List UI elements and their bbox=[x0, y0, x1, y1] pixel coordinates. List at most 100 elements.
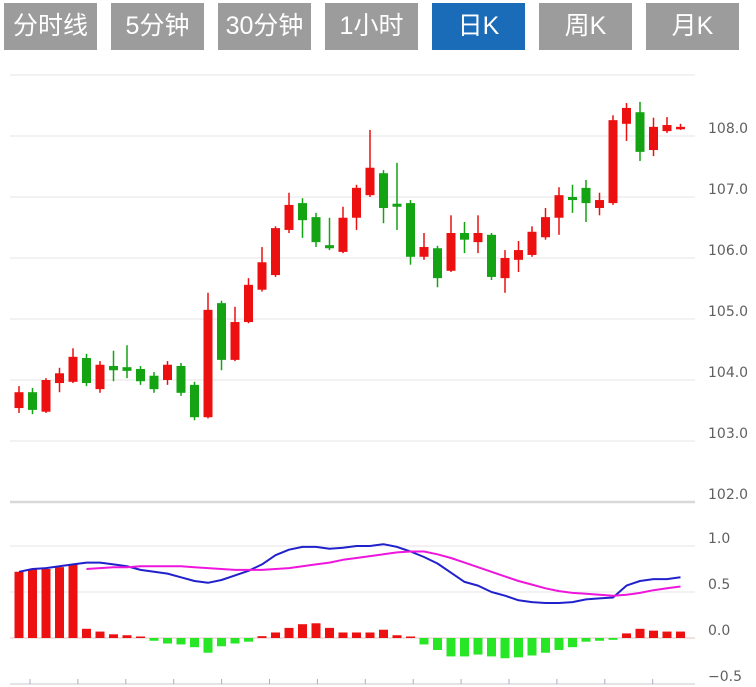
price-axis-label: 106.0 bbox=[708, 243, 748, 259]
macd-histogram-bar bbox=[419, 638, 429, 645]
candle-body bbox=[487, 234, 496, 277]
candle-body bbox=[419, 247, 429, 257]
macd-histogram-bar bbox=[487, 638, 496, 657]
macd-histogram-bar bbox=[635, 628, 645, 638]
candle-body bbox=[338, 217, 348, 252]
macd-histogram-bar bbox=[28, 569, 37, 638]
tab-time-share[interactable]: 分时线 bbox=[4, 3, 97, 50]
candle-body bbox=[298, 203, 307, 221]
macd-axis-label: 0.5 bbox=[708, 577, 730, 593]
macd-histogram-bar bbox=[392, 635, 402, 638]
dea-line bbox=[86, 550, 681, 597]
macd-histogram-bar bbox=[203, 638, 213, 653]
tab-weekly-k[interactable]: 周K bbox=[539, 3, 632, 50]
macd-histogram-bar bbox=[149, 638, 159, 641]
macd-histogram-bar bbox=[500, 638, 510, 659]
macd-histogram-bar bbox=[325, 627, 334, 638]
macd-histogram-bar bbox=[595, 638, 604, 641]
macd-histogram-bar bbox=[41, 569, 51, 638]
macd-histogram-bar bbox=[257, 636, 267, 638]
candle-body bbox=[244, 284, 253, 323]
candle-body bbox=[649, 126, 658, 151]
candle-body bbox=[14, 392, 24, 409]
macd-histogram-bar bbox=[676, 631, 685, 638]
candle-body bbox=[622, 107, 631, 124]
price-axis-label: 105.0 bbox=[708, 304, 748, 320]
candle-body bbox=[581, 187, 591, 204]
candle-body bbox=[392, 203, 402, 207]
candle-body bbox=[136, 369, 145, 382]
candle-body bbox=[352, 187, 361, 218]
macd-histogram-bar bbox=[284, 627, 294, 638]
macd-histogram-bar bbox=[568, 638, 577, 648]
macd-axis-label: 1.0 bbox=[708, 531, 730, 547]
candle-body bbox=[284, 204, 294, 230]
price-axis-label: 107.0 bbox=[708, 182, 748, 198]
tab-daily-k[interactable]: 日K bbox=[432, 3, 525, 50]
macd-histogram-bar bbox=[298, 624, 307, 638]
macd-histogram-bar bbox=[446, 638, 456, 657]
candle-body bbox=[28, 392, 37, 410]
candle-body bbox=[406, 203, 415, 257]
candle-body bbox=[163, 364, 172, 380]
candle-body bbox=[149, 375, 159, 390]
macd-histogram-bar bbox=[527, 638, 537, 656]
macd-histogram-bar bbox=[217, 638, 226, 647]
macd-histogram-bar bbox=[352, 632, 361, 638]
candle-body bbox=[365, 167, 375, 196]
candle-body bbox=[190, 384, 199, 418]
candle-body bbox=[460, 232, 469, 240]
candle-body bbox=[595, 200, 604, 208]
candle-body bbox=[82, 358, 91, 384]
candle-body bbox=[541, 217, 550, 238]
candle-body bbox=[68, 356, 78, 382]
candle-body bbox=[122, 367, 132, 371]
macd-histogram-bar bbox=[554, 638, 564, 650]
candle-body bbox=[203, 309, 213, 418]
candle-body bbox=[95, 364, 105, 390]
tab-monthly-k[interactable]: 月K bbox=[646, 3, 739, 50]
macd-histogram-bar bbox=[95, 631, 105, 638]
macd-histogram-bar bbox=[649, 630, 658, 638]
candle-body bbox=[230, 322, 240, 360]
macd-histogram-bar bbox=[122, 635, 132, 638]
macd-histogram-bar bbox=[176, 638, 186, 645]
macd-histogram-bar bbox=[311, 623, 321, 638]
candle-body bbox=[527, 231, 537, 255]
candle-body bbox=[176, 365, 186, 393]
macd-axis-label: −0.5 bbox=[708, 669, 742, 685]
period-tab-bar: 分时线 5分钟 30分钟 1小时 日K 周K 月K bbox=[4, 3, 739, 50]
candle-body bbox=[635, 112, 645, 152]
price-axis-label: 108.0 bbox=[708, 121, 748, 137]
macd-histogram-bar bbox=[14, 571, 24, 638]
tab-30min[interactable]: 30分钟 bbox=[218, 3, 311, 50]
candle-body bbox=[257, 262, 267, 290]
candle-body bbox=[608, 120, 618, 204]
macd-histogram-bar bbox=[622, 633, 631, 638]
candle-body bbox=[271, 228, 280, 276]
macd-histogram-bar bbox=[68, 564, 78, 638]
tab-5min[interactable]: 5分钟 bbox=[111, 3, 204, 50]
macd-histogram-bar bbox=[190, 638, 199, 648]
macd-histogram-bar bbox=[365, 632, 375, 638]
tab-1hour[interactable]: 1小时 bbox=[325, 3, 418, 50]
macd-histogram-bar bbox=[473, 638, 483, 655]
candle-body bbox=[325, 245, 334, 249]
macd-histogram-bar bbox=[136, 636, 145, 638]
macd-histogram-bar bbox=[271, 632, 280, 638]
macd-histogram-bar bbox=[163, 638, 172, 644]
macd-histogram-bar bbox=[82, 628, 91, 638]
candle-body bbox=[554, 195, 564, 218]
candle-body bbox=[217, 303, 226, 360]
candle-body bbox=[433, 248, 442, 279]
macd-histogram-bar bbox=[541, 638, 550, 653]
candle-body bbox=[446, 232, 456, 271]
macd-histogram-bar bbox=[608, 638, 618, 640]
macd-histogram-bar bbox=[433, 638, 442, 650]
macd-histogram-bar bbox=[379, 629, 388, 638]
candle-body bbox=[109, 365, 118, 371]
candle-body bbox=[473, 232, 483, 243]
candle-body bbox=[55, 373, 64, 384]
